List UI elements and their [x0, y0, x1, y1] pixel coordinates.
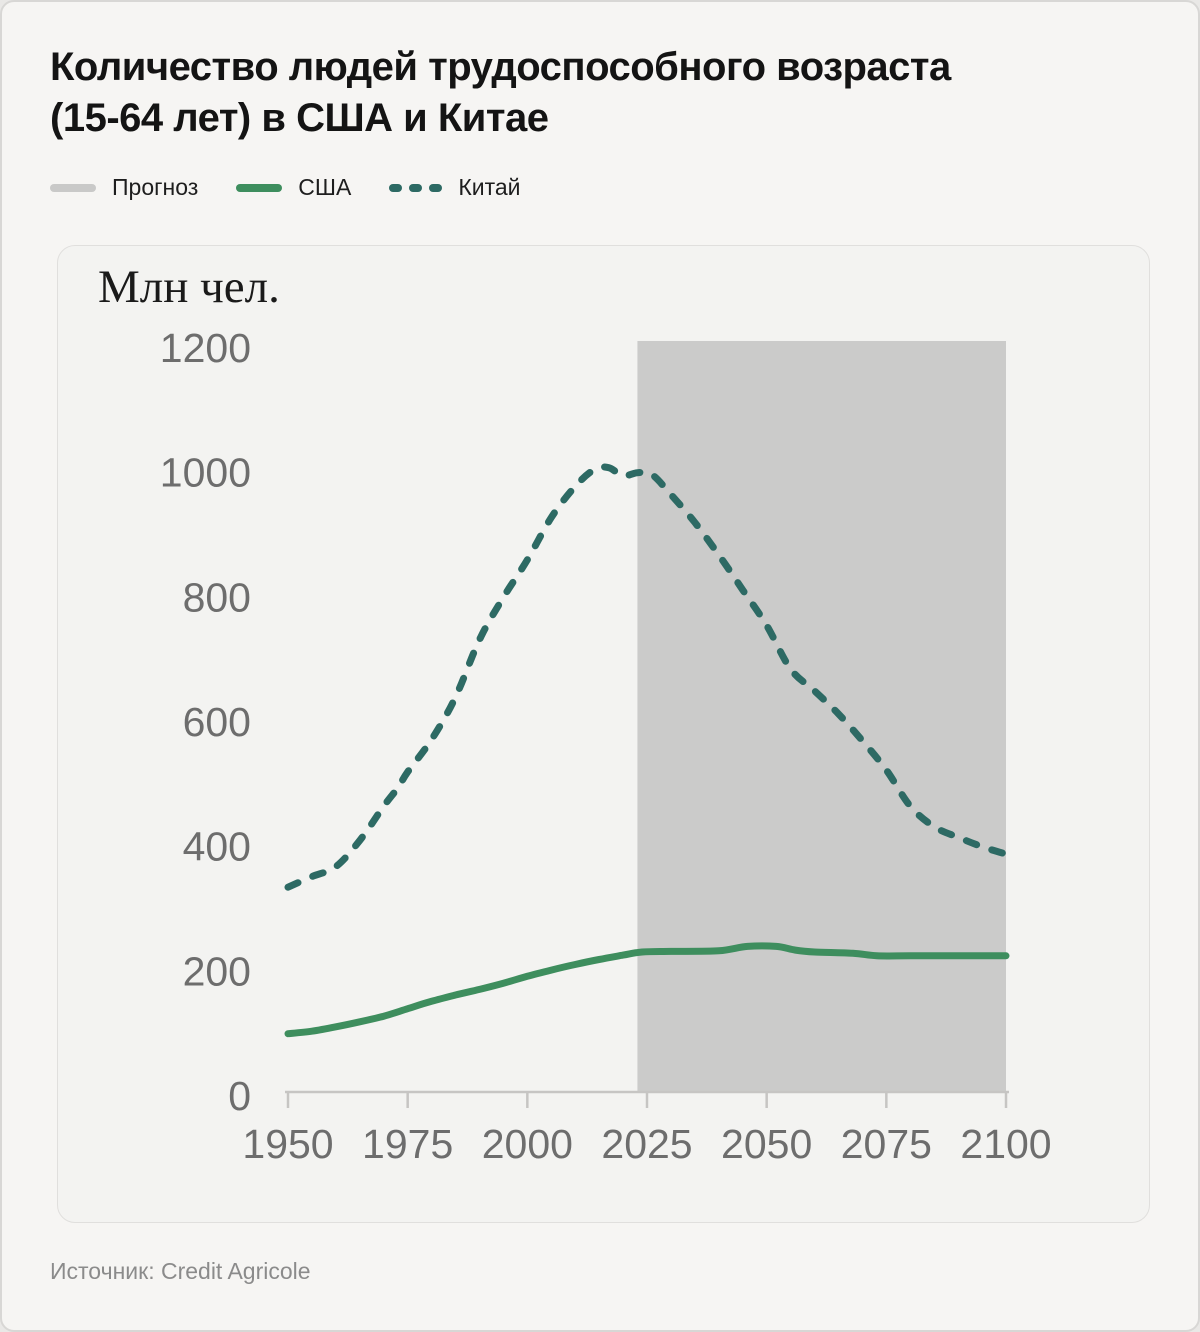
- title-line-2: (15-64 лет) в США и Китае: [50, 95, 549, 140]
- page-title: Количество людей трудоспособного возраст…: [50, 42, 1130, 144]
- legend-label-usa: США: [298, 174, 352, 200]
- x-tick-label: 2000: [482, 1121, 573, 1167]
- x-tick-label: 2075: [841, 1121, 932, 1167]
- y-tick-label: 1000: [160, 450, 251, 496]
- y-axis-title: Млн чел.: [98, 261, 280, 313]
- legend: Прогноз США Китай: [50, 174, 521, 201]
- legend-item-forecast: Прогноз: [50, 174, 198, 201]
- x-tick-label: 2050: [721, 1121, 812, 1167]
- y-tick-label: 400: [183, 824, 251, 870]
- y-tick-label: 800: [183, 574, 251, 620]
- population-line-chart: 1950 1975 2000 2025 2050 2075 2100 0 200 400 600 80…: [160, 325, 1052, 1167]
- legend-label-china: Китай: [458, 174, 521, 200]
- chart-card: Млн чел. 1950 1975 2000 2025 2050 2075 2100 0 20…: [57, 245, 1150, 1223]
- forecast-band: [637, 341, 1007, 1092]
- x-tick-label: 2025: [601, 1121, 692, 1167]
- china-line: [284, 463, 1010, 891]
- legend-item-usa: США: [236, 174, 351, 201]
- x-tick-label: 1975: [362, 1121, 453, 1167]
- legend-label-forecast: Прогноз: [112, 174, 199, 200]
- forecast-swatch: [50, 183, 96, 192]
- title-line-1: Количество людей трудоспособного возраст…: [50, 45, 951, 89]
- usa-swatch: [236, 183, 283, 192]
- y-tick-label: 200: [183, 948, 251, 994]
- source-caption: Источник: Credit Agricole: [50, 1258, 311, 1284]
- y-tick-label: 0: [228, 1073, 251, 1119]
- legend-item-china: Китай: [389, 174, 521, 201]
- usa-line: [284, 942, 1010, 1038]
- x-tick-label: 1950: [242, 1121, 333, 1167]
- x-tick-label: 2100: [960, 1121, 1051, 1167]
- china-swatch: [389, 183, 443, 192]
- y-tick-label: 600: [183, 699, 251, 745]
- y-tick-label: 1200: [160, 325, 251, 371]
